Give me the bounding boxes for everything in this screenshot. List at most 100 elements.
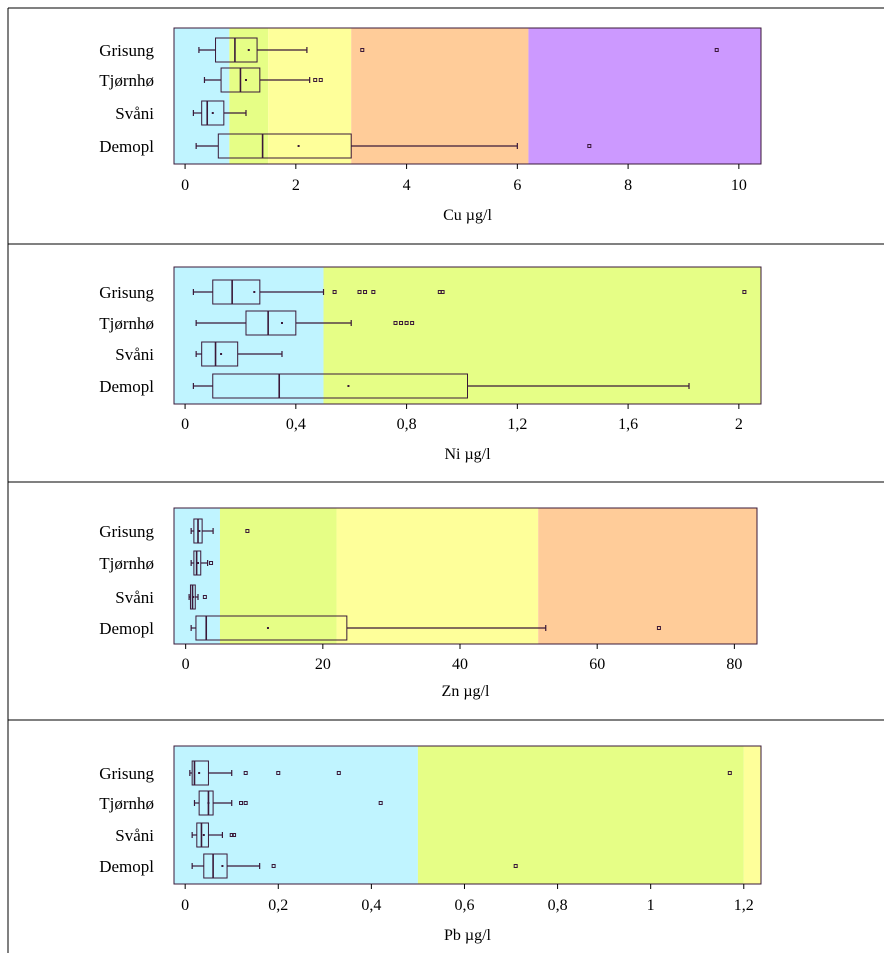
box-row-svåni: Svåni — [115, 822, 237, 848]
outlier-point — [399, 321, 404, 325]
outlier-point — [243, 771, 248, 775]
outlier-point — [357, 290, 362, 294]
x-tick-label: 0,8 — [548, 897, 568, 914]
mean-marker — [202, 834, 205, 836]
box-row-demopl: Demopl — [99, 133, 592, 159]
outlier-point — [271, 864, 276, 868]
category-label: Tjørnhø — [99, 554, 154, 573]
outlier-point — [727, 771, 732, 775]
x-tick-label: 2 — [292, 177, 300, 194]
band-blue — [174, 746, 418, 884]
x-tick-label: 80 — [726, 656, 742, 673]
x-tick-label: 20 — [315, 656, 331, 673]
x-axis-title: Ni µg/l — [444, 446, 491, 463]
category-label: Svåni — [115, 345, 154, 364]
box-row-demopl: Demopl — [99, 615, 661, 641]
x-tick-label: 0,2 — [268, 897, 288, 914]
box-iqr — [215, 37, 258, 63]
band-yellow — [336, 508, 539, 644]
outlier-point — [587, 144, 592, 148]
mean-marker — [198, 530, 201, 532]
box-iqr — [203, 853, 228, 879]
outlier-point — [656, 626, 661, 630]
category-label: Demopl — [99, 377, 154, 396]
box-row-tjørnhø: Tjørnhø — [99, 67, 323, 93]
x-tick-label: 0 — [181, 897, 189, 914]
x-tick-label: 0 — [181, 177, 189, 194]
x-tick-label: 4 — [403, 177, 411, 194]
outlier-point — [371, 290, 376, 294]
box-iqr — [217, 133, 352, 159]
box-row-svåni: Svåni — [115, 100, 247, 126]
mean-marker — [247, 49, 250, 51]
box-iqr — [245, 310, 297, 336]
category-label: Demopl — [99, 619, 154, 638]
category-label: Grisung — [99, 764, 154, 783]
x-tick-label: 8 — [624, 177, 632, 194]
outlier-point — [742, 290, 747, 294]
chart-panel-4: 0 0,2 0,4 0,6 0,8 1 1,2 Pb µg/l Grisung Tjørnhø Sv… — [99, 745, 762, 944]
box-row-svåni: Svåni — [115, 341, 283, 367]
category-label: Grisung — [99, 283, 154, 302]
x-tick-label: 0,8 — [397, 416, 417, 433]
band-green — [219, 508, 337, 644]
x-axis-title: Zn µg/l — [442, 683, 490, 700]
category-label: Grisung — [99, 41, 154, 60]
box-row-tjørnhø: Tjørnhø — [99, 550, 214, 576]
outlier-point — [410, 321, 415, 325]
plot-area-border — [173, 745, 762, 885]
outlier-point — [363, 290, 368, 294]
plot-area-border — [173, 27, 762, 165]
outlier-point — [332, 290, 337, 294]
mean-marker — [280, 322, 283, 324]
box-row-grisung: Grisung — [99, 37, 719, 63]
outlier-point — [202, 595, 207, 599]
box-iqr — [195, 615, 348, 641]
mean-marker — [347, 385, 350, 387]
band-purple — [528, 28, 761, 164]
outlier-point — [209, 561, 214, 565]
band-yellow — [268, 28, 352, 164]
x-tick-label: 0,6 — [454, 897, 474, 914]
x-axis-title: Pb µg/l — [444, 927, 492, 944]
box-iqr — [212, 373, 468, 399]
outlier-point — [243, 801, 248, 805]
box-row-demopl: Demopl — [99, 853, 518, 879]
x-tick-label: 2 — [735, 416, 743, 433]
box-iqr — [201, 100, 225, 126]
x-tick-label: 10 — [731, 177, 747, 194]
chart-panel-3: 0 20 40 60 80 Zn µg/l Grisung Tjørnhø Svåni Demop… — [99, 507, 758, 700]
outlier-point — [313, 78, 318, 82]
x-tick-label: 0 — [182, 656, 190, 673]
mean-marker — [253, 291, 256, 293]
outlier-point — [393, 321, 398, 325]
category-label: Grisung — [99, 522, 154, 541]
category-label: Svåni — [115, 826, 154, 845]
mean-marker — [192, 596, 195, 598]
outlier-point — [360, 48, 365, 52]
box-iqr — [198, 790, 214, 816]
box-iqr — [201, 341, 239, 367]
category-label: Tjørnhø — [99, 71, 154, 90]
mean-marker — [266, 627, 269, 629]
category-label: Svåni — [115, 588, 154, 607]
x-tick-label: 1,2 — [734, 897, 754, 914]
outlier-point — [513, 864, 518, 868]
mean-marker — [244, 79, 247, 81]
category-label: Demopl — [99, 857, 154, 876]
x-tick-label: 1,6 — [618, 416, 638, 433]
x-axis-title: Cu µg/l — [443, 207, 492, 224]
band-blue — [174, 28, 230, 164]
outlier-point — [404, 321, 409, 325]
x-tick-label: 60 — [589, 656, 605, 673]
mean-marker — [207, 802, 210, 804]
outlier-point — [229, 833, 234, 837]
mean-marker — [297, 145, 300, 147]
band-orange — [351, 28, 529, 164]
outlier-point — [336, 771, 341, 775]
category-label: Demopl — [99, 137, 154, 156]
box-row-tjørnhø: Tjørnhø — [99, 790, 383, 816]
outlier-point — [440, 290, 445, 294]
